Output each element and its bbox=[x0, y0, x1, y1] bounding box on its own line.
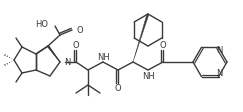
Text: O: O bbox=[73, 41, 79, 50]
Text: O: O bbox=[115, 84, 121, 93]
Polygon shape bbox=[47, 45, 60, 62]
Text: NH: NH bbox=[142, 71, 154, 81]
Text: HO: HO bbox=[35, 19, 48, 28]
Text: O: O bbox=[76, 26, 83, 34]
Text: N: N bbox=[64, 57, 70, 67]
Polygon shape bbox=[133, 14, 149, 62]
Text: N: N bbox=[216, 69, 223, 78]
Text: NH: NH bbox=[97, 53, 109, 61]
Text: O: O bbox=[160, 41, 166, 50]
Text: N: N bbox=[216, 46, 223, 55]
